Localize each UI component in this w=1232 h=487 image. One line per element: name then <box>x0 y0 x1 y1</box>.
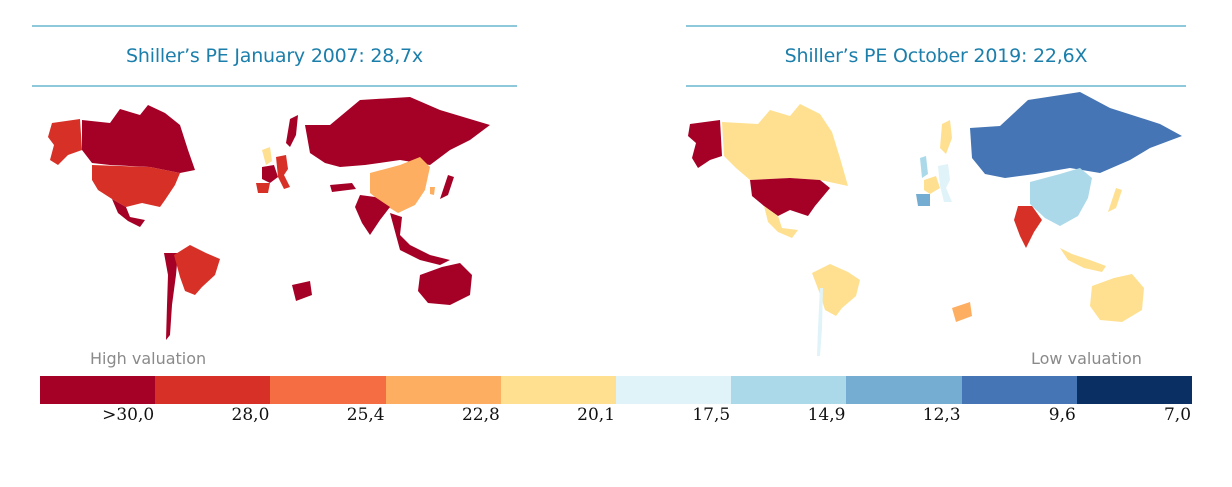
legend-swatch-1 <box>40 376 156 404</box>
legend-swatch-5 <box>500 376 617 404</box>
region-germany-italy <box>938 164 952 202</box>
region-spain <box>916 194 930 206</box>
color-scale-legend <box>40 376 1193 404</box>
region-canada <box>82 105 195 173</box>
legend-tick: 20,1 <box>577 405 616 425</box>
legend-tick: 7,0 <box>1163 405 1192 425</box>
legend-tick: 14,9 <box>807 405 846 425</box>
region-india <box>355 195 390 235</box>
region-france <box>924 176 940 194</box>
legend-swatch-9 <box>961 376 1077 404</box>
region-southeast-asia <box>390 213 450 265</box>
legend-tick: 28,0 <box>231 405 270 425</box>
world-map-2007 <box>48 97 490 340</box>
region-turkey <box>330 183 356 192</box>
region-korea <box>430 187 435 195</box>
legend-swatch-3 <box>270 376 386 404</box>
region-russia <box>970 92 1182 178</box>
legend-swatch-2 <box>155 376 271 404</box>
region-uk <box>920 156 928 178</box>
region-canada <box>722 104 848 186</box>
region-australia <box>418 263 472 305</box>
right-map-title-bar: Shiller’s PE October 2019: 22,6X <box>686 25 1186 87</box>
region-uk <box>262 147 272 165</box>
region-alaska <box>688 120 722 168</box>
region-chile <box>164 253 178 340</box>
world-map-2019 <box>688 92 1182 356</box>
region-brazil <box>812 264 860 316</box>
region-japan <box>1108 188 1122 212</box>
region-china <box>370 157 430 213</box>
legend-tick: 22,8 <box>461 405 500 425</box>
region-japan <box>440 175 454 199</box>
left-map-title-bar: Shiller’s PE January 2007: 28,7x <box>32 25 517 87</box>
region-south-africa <box>952 302 972 322</box>
region-russia <box>305 97 490 167</box>
region-mexico <box>764 206 798 238</box>
region-sweden <box>940 120 952 154</box>
region-usa <box>92 165 180 207</box>
region-usa <box>750 178 830 216</box>
legend-swatch-6 <box>616 376 732 404</box>
region-australia <box>1090 274 1144 322</box>
region-scandinavia <box>286 115 298 147</box>
region-southeast-asia <box>1060 248 1106 272</box>
low-valuation-label: Low valuation <box>1031 349 1142 368</box>
legend-tick: 17,5 <box>692 405 731 425</box>
region-mexico <box>112 199 145 227</box>
region-chile <box>817 288 823 356</box>
region-spain <box>256 183 270 193</box>
high-valuation-label: High valuation <box>90 349 207 368</box>
region-brazil <box>174 245 220 295</box>
region-china <box>1030 168 1092 226</box>
legend-tick: 9,6 <box>1048 405 1076 425</box>
legend-swatch-4 <box>385 376 501 404</box>
legend-tick: 25,4 <box>346 405 385 425</box>
right-map-title: Shiller’s PE October 2019: 22,6X <box>784 45 1088 67</box>
region-germany-italy <box>276 155 290 189</box>
legend-tick: 12,3 <box>922 405 961 425</box>
legend-swatch-7 <box>731 376 847 404</box>
legend-swatch-10 <box>1076 376 1193 404</box>
left-map-title: Shiller’s PE January 2007: 28,7x <box>126 45 423 67</box>
legend-swatch-8 <box>846 376 962 404</box>
legend-tick-labels: >30,0 28,0 25,4 22,8 20,1 17,5 14,9 12,3… <box>40 405 1192 429</box>
legend-tick: >30,0 <box>102 405 155 425</box>
region-south-africa <box>292 281 312 301</box>
region-france <box>262 165 278 183</box>
region-india <box>1014 206 1042 248</box>
region-alaska <box>48 119 82 165</box>
